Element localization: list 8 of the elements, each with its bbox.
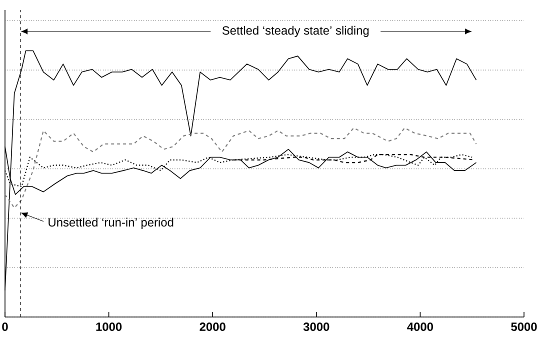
x-tick-label: 0 bbox=[2, 322, 8, 331]
x-tick-label: 4000 bbox=[407, 322, 434, 331]
x-tick-label: 2000 bbox=[200, 322, 226, 331]
text: Settled ‘steady state’ sliding bbox=[222, 26, 369, 38]
x-tick-label: 5000 bbox=[511, 322, 537, 331]
x-tick-label: 1000 bbox=[96, 322, 122, 331]
x-tick-label: 3000 bbox=[303, 322, 330, 332]
annotation: Unsettled ‘run-in’ period bbox=[48, 218, 174, 229]
